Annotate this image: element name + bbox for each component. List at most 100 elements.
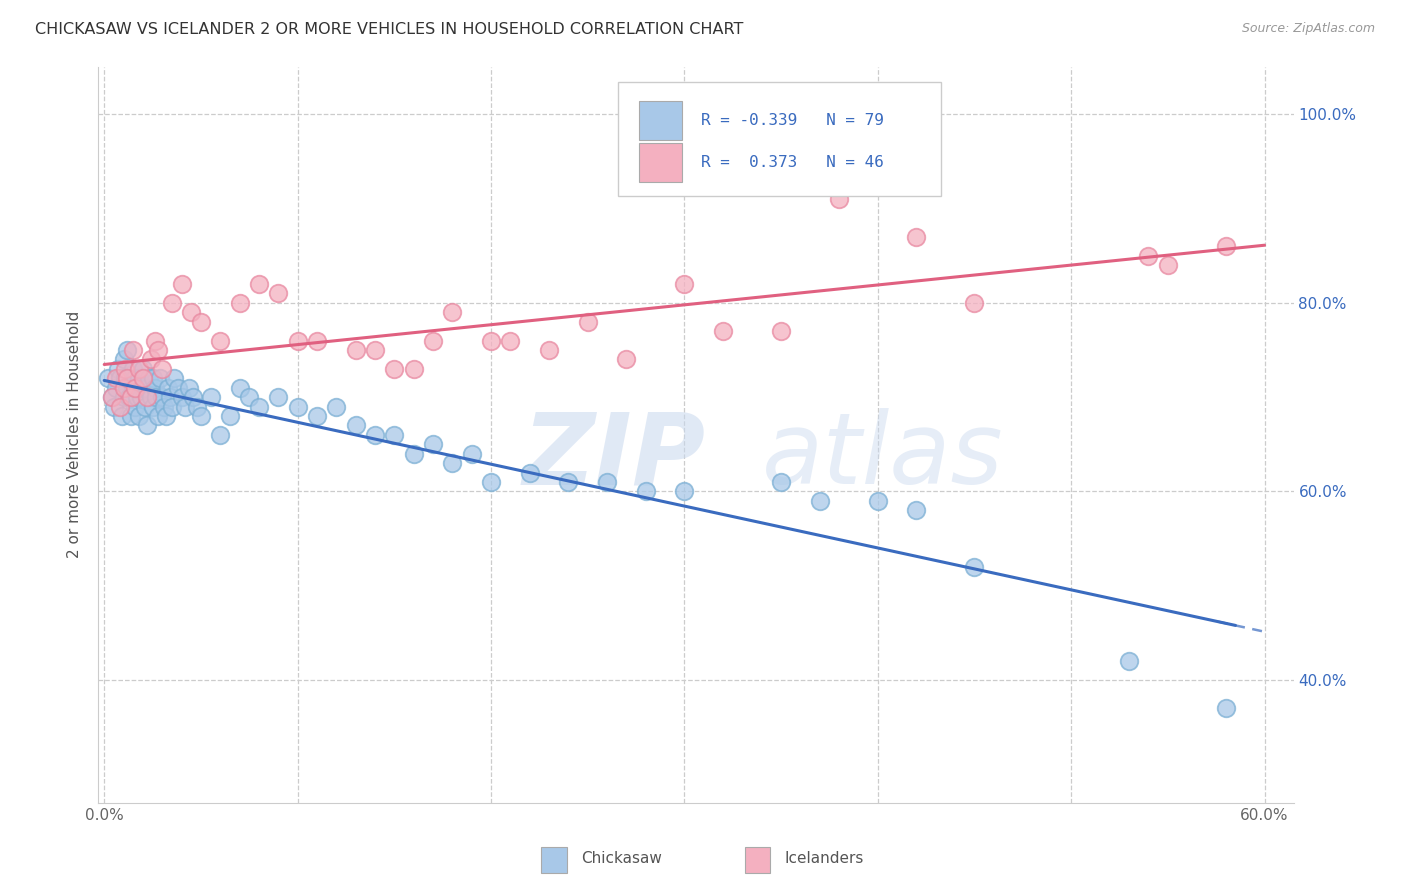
Point bbox=[180, 305, 202, 319]
Point bbox=[1215, 701, 1237, 715]
Point bbox=[228, 295, 250, 310]
Point bbox=[382, 361, 405, 376]
Point bbox=[120, 390, 142, 404]
Point bbox=[422, 334, 444, 348]
Point bbox=[1215, 239, 1237, 253]
Point bbox=[128, 371, 150, 385]
Point bbox=[138, 371, 160, 385]
Point bbox=[344, 418, 367, 433]
Point bbox=[128, 361, 150, 376]
Point bbox=[132, 361, 155, 376]
Point bbox=[808, 494, 831, 508]
Point bbox=[112, 390, 135, 404]
Point bbox=[537, 343, 560, 357]
Point bbox=[305, 409, 328, 423]
Point bbox=[402, 361, 425, 376]
Point bbox=[114, 361, 136, 376]
Point bbox=[139, 352, 162, 367]
Point bbox=[101, 390, 124, 404]
Point bbox=[596, 475, 619, 489]
Point bbox=[122, 361, 145, 376]
Point bbox=[186, 400, 208, 414]
Point bbox=[174, 400, 197, 414]
Point bbox=[170, 390, 193, 404]
Point bbox=[770, 475, 793, 489]
Point bbox=[247, 277, 270, 291]
Point bbox=[247, 400, 270, 414]
Point bbox=[402, 447, 425, 461]
Point bbox=[112, 381, 135, 395]
Point bbox=[1118, 654, 1140, 668]
Point bbox=[101, 390, 124, 404]
Point bbox=[135, 390, 157, 404]
Point bbox=[143, 381, 166, 395]
Point bbox=[153, 400, 176, 414]
Point bbox=[364, 428, 387, 442]
Point bbox=[711, 324, 734, 338]
Point bbox=[181, 390, 204, 404]
Point bbox=[124, 400, 146, 414]
Point bbox=[905, 503, 928, 517]
Point bbox=[287, 334, 309, 348]
Point bbox=[441, 456, 464, 470]
Point bbox=[114, 371, 136, 385]
Point bbox=[135, 418, 157, 433]
Point bbox=[441, 305, 464, 319]
Point bbox=[770, 324, 793, 338]
Point bbox=[267, 390, 290, 404]
Point bbox=[128, 409, 150, 423]
Point bbox=[122, 381, 145, 395]
Y-axis label: 2 or more Vehicles in Household: 2 or more Vehicles in Household bbox=[66, 311, 82, 558]
Point bbox=[905, 229, 928, 244]
Text: Source: ZipAtlas.com: Source: ZipAtlas.com bbox=[1241, 22, 1375, 36]
Point bbox=[614, 352, 637, 367]
Point bbox=[828, 192, 851, 206]
Text: Icelanders: Icelanders bbox=[785, 851, 863, 866]
Text: ZIP: ZIP bbox=[523, 409, 706, 506]
Point bbox=[108, 400, 131, 414]
FancyBboxPatch shape bbox=[619, 81, 941, 195]
Point bbox=[499, 334, 522, 348]
Point bbox=[160, 400, 183, 414]
Point bbox=[124, 381, 146, 395]
Point bbox=[143, 334, 166, 348]
Point bbox=[166, 381, 188, 395]
Text: R = -0.339   N = 79: R = -0.339 N = 79 bbox=[700, 113, 883, 128]
Point bbox=[673, 484, 696, 499]
Point bbox=[382, 428, 405, 442]
Point bbox=[108, 371, 131, 385]
Point bbox=[219, 409, 242, 423]
Point bbox=[132, 381, 155, 395]
FancyBboxPatch shape bbox=[745, 847, 770, 873]
Point bbox=[117, 371, 139, 385]
Point bbox=[209, 428, 232, 442]
Point bbox=[150, 361, 173, 376]
Point bbox=[159, 390, 181, 404]
Point bbox=[190, 315, 212, 329]
Point bbox=[111, 409, 134, 423]
Point bbox=[200, 390, 222, 404]
Point bbox=[148, 409, 170, 423]
Point bbox=[124, 371, 146, 385]
Point bbox=[142, 400, 165, 414]
Point bbox=[107, 361, 129, 376]
Point bbox=[104, 371, 127, 385]
Point bbox=[135, 381, 157, 395]
Point bbox=[519, 466, 541, 480]
Text: R =  0.373   N = 46: R = 0.373 N = 46 bbox=[700, 155, 883, 170]
Point bbox=[479, 475, 502, 489]
Point bbox=[163, 371, 186, 385]
Point bbox=[866, 494, 889, 508]
Point bbox=[576, 315, 599, 329]
Point bbox=[139, 390, 162, 404]
Text: atlas: atlas bbox=[762, 409, 1004, 506]
Point bbox=[673, 277, 696, 291]
Point bbox=[104, 381, 127, 395]
Point bbox=[148, 343, 170, 357]
Point bbox=[190, 409, 212, 423]
Point bbox=[179, 381, 201, 395]
Point bbox=[267, 286, 290, 301]
Point bbox=[122, 343, 145, 357]
Point bbox=[127, 390, 149, 404]
Point bbox=[145, 390, 167, 404]
